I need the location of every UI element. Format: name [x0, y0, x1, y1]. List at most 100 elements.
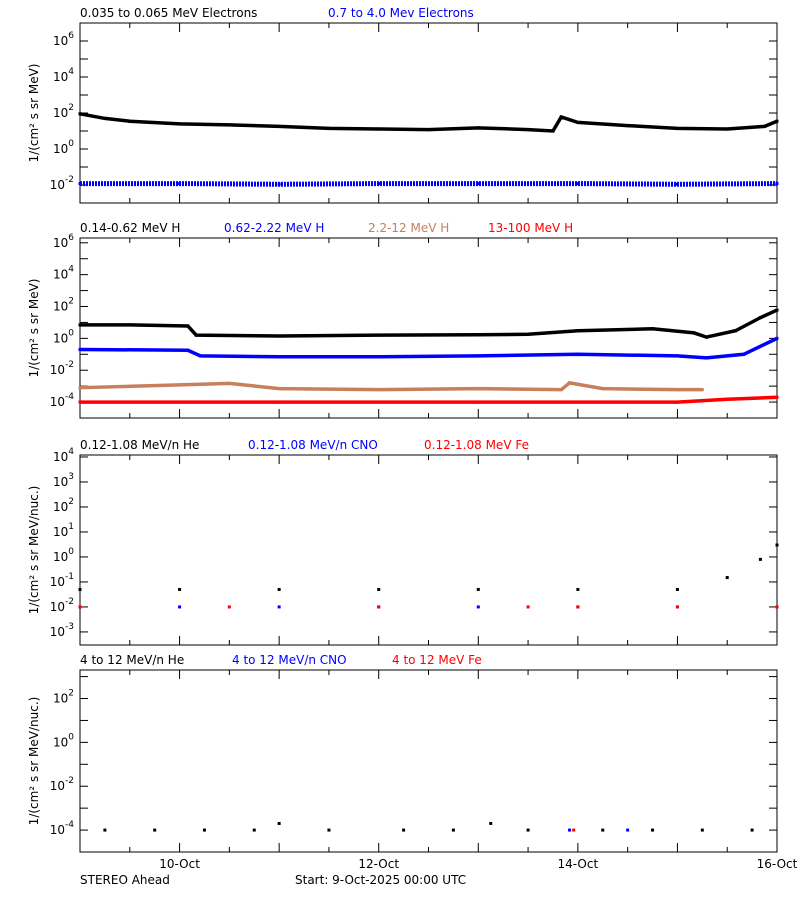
y-tick-label: 104 — [53, 447, 74, 464]
y-tick-label: 101 — [53, 522, 74, 539]
y-tick-label: 102 — [53, 689, 74, 706]
series-0-12-1-08-mev-n-he — [78, 543, 779, 591]
data-point — [626, 124, 630, 128]
series-line — [79, 381, 703, 392]
data-point — [277, 387, 281, 391]
data-point — [377, 355, 381, 359]
y-tick-label: 10-2 — [50, 776, 74, 793]
x-tick-label: 16-Oct — [757, 857, 798, 871]
data-point — [700, 828, 704, 832]
data-point — [692, 331, 696, 335]
data-point — [153, 828, 157, 832]
y-tick-label: 10-4 — [50, 820, 75, 837]
data-point — [576, 605, 580, 609]
data-point — [725, 127, 729, 131]
data-point — [178, 122, 182, 126]
y-tick-label: 10-4 — [50, 392, 75, 409]
y-tick-label: 100 — [53, 328, 74, 345]
data-point — [377, 388, 381, 392]
legend-entry: 0.14-0.62 MeV H — [80, 221, 180, 235]
y-tick-label: 10-1 — [50, 572, 74, 589]
data-point — [775, 336, 779, 340]
plot-frame — [79, 454, 778, 646]
data-point — [476, 605, 480, 609]
data-point — [568, 381, 572, 385]
y-tick-label: 10-3 — [50, 622, 74, 639]
y-tick-label: 100 — [53, 139, 74, 156]
data-point — [775, 605, 779, 609]
data-point — [526, 332, 530, 336]
series-4-to-12-mev-fe — [572, 828, 576, 832]
legend-entry: 0.7 to 4.0 Mev Electrons — [328, 6, 474, 20]
data-point — [551, 129, 555, 133]
spacecraft-label: STEREO Ahead — [80, 873, 170, 887]
data-point — [750, 828, 754, 832]
data-point — [775, 119, 779, 123]
data-point — [576, 120, 580, 124]
data-point — [103, 116, 107, 120]
data-point — [700, 388, 704, 392]
data-point — [568, 828, 572, 832]
data-point — [559, 388, 563, 392]
data-point — [103, 828, 107, 832]
data-point — [377, 587, 381, 591]
series-line — [80, 308, 778, 339]
data-point — [227, 605, 231, 609]
data-point — [651, 327, 655, 331]
data-point — [202, 828, 206, 832]
panel-4: 102 100 10-2 10-4 1/(cm² s sr MeV/nuc.) 4 to … — [27, 653, 798, 871]
data-point — [327, 828, 331, 832]
data-point — [78, 323, 82, 327]
legend-entry: 13-100 MeV H — [488, 221, 573, 235]
data-point — [775, 395, 779, 399]
legend-entry: 2.2-12 MeV H — [368, 221, 449, 235]
series-2-2-12-mev-h — [78, 381, 704, 392]
y-tick-label: 100 — [53, 732, 74, 749]
data-point — [178, 587, 182, 591]
data-point — [78, 347, 82, 351]
data-point — [78, 112, 82, 116]
data-point — [675, 605, 679, 609]
data-point — [626, 828, 630, 832]
series-line — [79, 336, 778, 360]
data-point — [277, 334, 281, 338]
panel-3: 104 103 102 101 100 10-1 10-2 10-3 1/(cm² s sr M… — [27, 438, 779, 646]
data-point — [675, 388, 679, 392]
data-point — [402, 828, 406, 832]
data-point — [78, 587, 82, 591]
data-point — [377, 182, 381, 186]
data-point — [734, 329, 738, 333]
data-point — [277, 605, 281, 609]
data-point — [178, 383, 182, 387]
legend-entry: 4 to 12 MeV/n CNO — [232, 653, 347, 667]
data-point — [78, 386, 82, 390]
data-point — [277, 400, 281, 404]
legend-entry: 0.035 to 0.065 MeV Electrons — [80, 6, 257, 20]
y-tick-label: 10-2 — [50, 360, 74, 377]
data-point — [78, 605, 82, 609]
data-point — [526, 128, 530, 132]
data-point — [675, 126, 679, 130]
data-point — [198, 354, 202, 358]
data-point — [675, 354, 679, 358]
y-tick-label: 102 — [53, 297, 74, 314]
data-point — [559, 115, 563, 119]
y-axis-label: 1/(cm² s sr MeV) — [27, 64, 41, 163]
y-tick-label: 106 — [53, 233, 74, 250]
data-point — [377, 605, 381, 609]
data-point — [128, 323, 132, 327]
series-line — [80, 395, 778, 404]
data-point — [758, 557, 762, 561]
data-point — [601, 387, 605, 391]
data-point — [775, 308, 779, 312]
data-point — [651, 828, 655, 832]
series-line — [80, 181, 778, 187]
y-tick-label: 10-2 — [50, 597, 74, 614]
data-point — [277, 587, 281, 591]
data-point — [277, 821, 281, 825]
legend-entry: 0.62-2.22 MeV H — [224, 221, 324, 235]
data-point — [576, 587, 580, 591]
data-point — [476, 400, 480, 404]
series-4-to-12-mev-n-cno — [568, 828, 630, 832]
